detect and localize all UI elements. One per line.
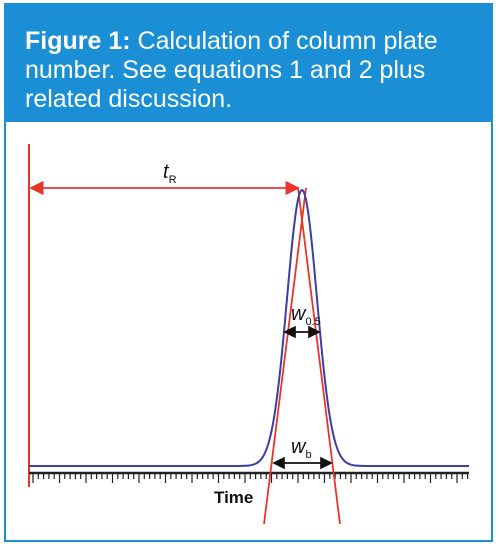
axis-ticks [32,473,469,483]
half-height-width-label: w0.5 [291,303,321,328]
right-tangent-line [297,187,341,525]
chromatogram-peak [29,188,469,467]
left-tangent-line [263,187,307,525]
figure-label: Figure 1: [25,27,131,55]
figure-frame: Figure 1: Calculation of column plate nu… [4,3,493,542]
figure-header: Figure 1: Calculation of column plate nu… [6,5,491,122]
figure-caption: Calculation of column plate number. See … [25,27,438,113]
base-width-label: wb [291,436,312,461]
x-axis-label: Time [214,488,253,507]
retention-time-label: tR [163,161,177,186]
chromatogram-diagram: tR w0.5 wb Time [28,144,469,525]
